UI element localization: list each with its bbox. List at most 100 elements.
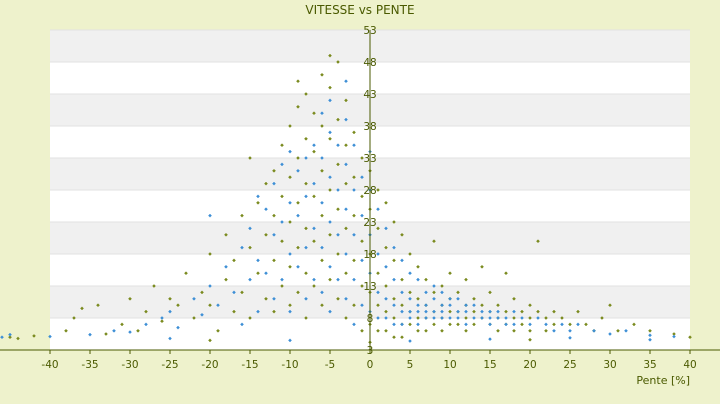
data-point-series-1 [480, 303, 484, 308]
data-point-series-1 [240, 290, 244, 295]
data-point-series-1 [528, 337, 532, 342]
data-point-series-1 [104, 332, 108, 336]
data-point-series-1 [296, 104, 300, 109]
data-point-series-1 [496, 303, 500, 308]
data-point-series-1 [344, 143, 348, 148]
data-point-series-2 [576, 322, 580, 327]
data-point-series-2 [328, 309, 332, 314]
data-point-series-2 [424, 303, 428, 308]
data-point-series-2 [496, 309, 500, 314]
data-point-series-2 [432, 284, 436, 288]
data-point-series-2 [544, 322, 548, 327]
x-tick-label: 30 [603, 359, 616, 371]
data-point-series-1 [280, 284, 284, 288]
data-point-series-1 [272, 213, 276, 218]
data-point-series-1 [336, 207, 340, 212]
data-point-series-2 [232, 290, 236, 295]
y-tick-label: 48 [363, 57, 376, 69]
data-point-series-1 [280, 239, 284, 244]
x-tick-label: 0 [367, 359, 374, 371]
data-point-series-2 [512, 322, 516, 327]
data-point-series-2 [456, 316, 460, 320]
data-point-series-1 [304, 226, 308, 231]
data-point-series-2 [456, 296, 460, 301]
x-axis-label: Pente [%] [636, 374, 690, 387]
data-point-series-2 [312, 226, 316, 231]
data-point-series-1 [448, 309, 452, 314]
data-point-series-1 [64, 328, 68, 333]
data-point-series-1 [400, 335, 404, 340]
data-point-series-1 [328, 136, 332, 141]
x-tick-label: 20 [523, 359, 536, 371]
data-point-series-1 [288, 124, 292, 128]
data-point-series-2 [440, 309, 444, 314]
data-point-series-2 [328, 98, 332, 103]
data-point-series-2 [624, 328, 628, 333]
data-point-series-1 [560, 316, 564, 320]
data-point-series-2 [296, 168, 300, 173]
data-point-series-1 [312, 194, 316, 199]
data-point-series-1 [512, 328, 516, 333]
data-point-series-2 [280, 220, 284, 224]
data-point-series-1 [216, 328, 220, 333]
data-point-series-2 [304, 194, 308, 199]
x-tick-label: 10 [443, 359, 456, 371]
data-point-series-1 [376, 188, 380, 192]
data-point-series-1 [256, 271, 260, 276]
data-point-series-1 [400, 232, 404, 237]
y-tick-label: 13 [363, 281, 376, 293]
data-point-series-1 [152, 284, 156, 288]
data-point-series-1 [456, 290, 460, 295]
data-point-series-2 [448, 296, 452, 301]
data-point-series-1 [432, 290, 436, 295]
data-point-series-1 [120, 322, 124, 327]
data-point-series-2 [344, 252, 348, 256]
data-point-series-1 [400, 277, 404, 282]
data-point-series-1 [512, 296, 516, 301]
data-point-series-2 [352, 232, 356, 237]
data-point-series-2 [408, 271, 412, 276]
data-point-series-2 [392, 303, 396, 308]
data-point-series-2 [208, 284, 212, 288]
data-point-series-1 [304, 92, 308, 96]
data-point-series-2 [112, 328, 116, 333]
data-point-series-1 [360, 284, 364, 288]
data-point-series-2 [464, 309, 468, 314]
data-point-series-1 [416, 264, 420, 269]
data-point-series-2 [320, 245, 324, 250]
data-point-series-2 [424, 309, 428, 314]
plot-area: 38131823283338434853-40-35-30-25-20-15-1… [0, 25, 720, 371]
data-point-series-1 [384, 309, 388, 314]
data-point-series-1 [272, 258, 276, 263]
data-point-series-1 [432, 239, 436, 244]
data-point-series-2 [448, 316, 452, 320]
data-point-series-1 [464, 328, 468, 333]
data-point-series-2 [384, 316, 388, 320]
data-point-series-2 [568, 335, 572, 340]
data-point-series-1 [232, 309, 236, 314]
data-point-series-2 [272, 181, 276, 186]
data-point-series-1 [304, 136, 308, 141]
data-point-series-1 [320, 168, 324, 173]
data-point-series-1 [320, 72, 324, 77]
data-point-series-1 [304, 181, 308, 186]
data-point-series-2 [328, 264, 332, 269]
data-point-series-2 [320, 111, 324, 116]
data-point-series-2 [280, 162, 284, 167]
x-tick-label: -25 [161, 359, 178, 371]
data-point-series-2 [416, 322, 420, 327]
x-tick-label: -30 [121, 359, 138, 371]
data-point-series-1 [688, 335, 692, 340]
data-point-series-2 [264, 271, 268, 276]
data-point-series-1 [288, 303, 292, 308]
data-point-series-2 [288, 252, 292, 256]
data-point-series-1 [288, 264, 292, 269]
data-point-series-1 [232, 258, 236, 263]
data-point-series-1 [336, 252, 340, 256]
data-point-series-2 [168, 336, 172, 341]
data-point-series-1 [352, 175, 356, 180]
data-point-series-1 [168, 296, 172, 301]
data-point-series-1 [576, 309, 580, 314]
